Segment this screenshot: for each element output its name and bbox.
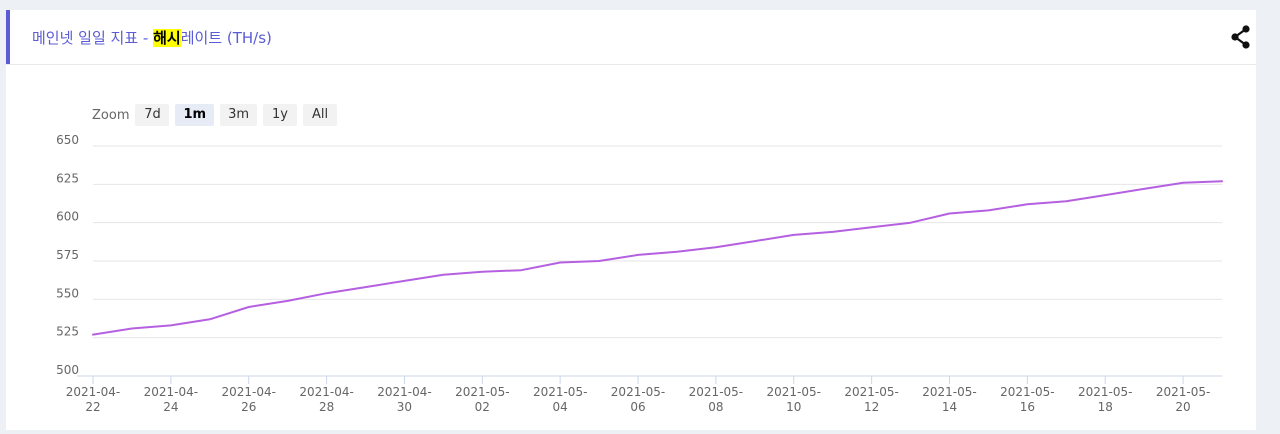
x-tick-label-3: 2021-04-28 xyxy=(299,385,353,414)
x-tick-label-14: 2021-05-20 xyxy=(1156,385,1210,414)
x-tick-label-4: 2021-04-30 xyxy=(377,385,431,414)
x-tick-label-1: 2021-04-24 xyxy=(144,385,198,414)
x-tick-label-12: 2021-05-16 xyxy=(1000,385,1054,414)
y-tick-label-600: 600 xyxy=(56,210,79,224)
y-tick-label-500: 500 xyxy=(56,363,79,377)
y-tick-label-575: 575 xyxy=(56,248,79,262)
card-header: 메인넷 일일 지표 - 해시레이트 (TH/s) xyxy=(6,10,1256,65)
x-tick-label-13: 2021-05-18 xyxy=(1078,385,1132,414)
share-button[interactable] xyxy=(1228,24,1254,50)
share-icon xyxy=(1231,25,1250,49)
header-accent-bar xyxy=(6,10,10,64)
title-highlight: 해시 xyxy=(153,29,181,47)
y-tick-label-550: 550 xyxy=(56,286,79,300)
x-tick-label-7: 2021-05-06 xyxy=(611,385,665,414)
x-tick-label-6: 2021-05-04 xyxy=(533,385,587,414)
zoom-label: Zoom xyxy=(92,107,130,123)
zoom-controls: Zoom 7d 1m 3m 1y All xyxy=(92,104,343,126)
hashrate-series-line xyxy=(92,180,1223,336)
zoom-button-all[interactable]: All xyxy=(303,104,338,126)
x-tick-label-2: 2021-04-26 xyxy=(221,385,275,414)
zoom-button-1m[interactable]: 1m xyxy=(175,104,215,126)
x-tick-label-8: 2021-05-08 xyxy=(689,385,743,414)
x-tick-label-10: 2021-05-12 xyxy=(844,385,898,414)
page-title: 메인넷 일일 지표 - 해시레이트 (TH/s) xyxy=(32,27,272,48)
y-tick-label-625: 625 xyxy=(56,171,79,185)
x-tick-label-0: 2021-04-22 xyxy=(66,385,120,414)
hashrate-card: 메인넷 일일 지표 - 해시레이트 (TH/s) Zoom 7d 1m 3m 1… xyxy=(6,10,1256,430)
x-tick-label-9: 2021-05-10 xyxy=(767,385,821,414)
chart-plot-area: 500 525 550 575 600 625 650 2021-04-22 2021-04-2… xyxy=(56,133,1223,414)
title-suffix: 레이트 (TH/s) xyxy=(180,29,272,47)
y-tick-label-525: 525 xyxy=(56,325,79,339)
y-tick-label-650: 650 xyxy=(56,133,79,147)
zoom-button-3m[interactable]: 3m xyxy=(220,104,258,126)
title-prefix: 메인넷 일일 지표 - xyxy=(32,29,154,47)
x-tick-label-5: 2021-05-02 xyxy=(455,385,509,414)
zoom-button-1y[interactable]: 1y xyxy=(263,104,298,126)
zoom-button-7d[interactable]: 7d xyxy=(135,104,170,126)
hashrate-chart: Zoom 7d 1m 3m 1y All 500 525 550 575 600 625 6… xyxy=(6,64,1256,430)
x-tick-label-11: 2021-05-14 xyxy=(922,385,976,414)
